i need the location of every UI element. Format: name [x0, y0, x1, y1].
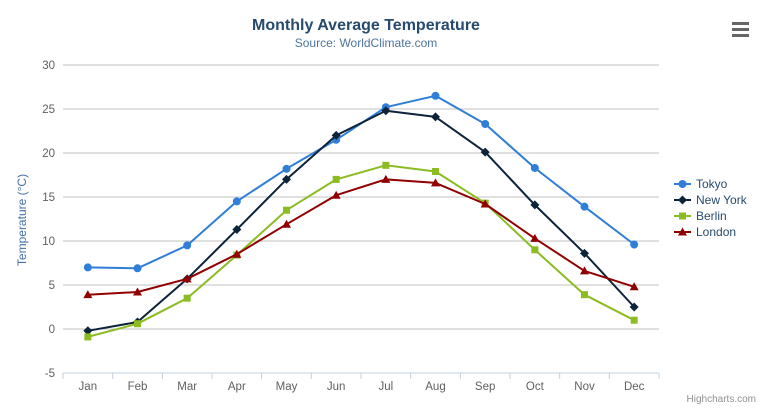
data-point-marker	[183, 294, 191, 302]
series-plot	[83, 91, 639, 341]
gridlines	[63, 64, 659, 330]
y-axis-label: 5	[49, 280, 55, 292]
y-axis-label: 10	[42, 236, 55, 248]
data-point-marker	[481, 119, 490, 128]
series-line	[86, 178, 636, 296]
x-axis-label: Aug	[425, 381, 445, 393]
data-point-marker	[232, 249, 242, 258]
y-axis-label: -5	[45, 368, 55, 380]
data-point-marker	[580, 248, 589, 258]
legend-marker	[678, 180, 687, 188]
data-point-marker	[182, 274, 192, 283]
data-point-marker	[331, 190, 341, 199]
data-point-marker	[431, 178, 440, 187]
y-axis-label: 0	[49, 324, 55, 336]
legend-item-new-york[interactable]: New York	[674, 193, 748, 207]
data-point-marker	[630, 316, 638, 324]
x-axis-label: Jun	[327, 381, 346, 393]
legend-marker	[678, 195, 687, 205]
y-axis-label: 20	[42, 148, 55, 160]
data-point-marker	[431, 112, 440, 122]
data-point-marker	[531, 246, 539, 254]
data-point-marker	[480, 199, 490, 208]
x-axis-label: Nov	[574, 381, 595, 393]
data-point-marker	[332, 175, 340, 183]
data-point-marker	[580, 266, 589, 275]
credits-link[interactable]: Highcharts.com	[687, 394, 756, 405]
series-tokyo	[83, 91, 639, 273]
data-point-marker	[283, 206, 290, 214]
chart-subtitle: Source: WorldClimate.com	[295, 36, 438, 50]
data-point-marker	[84, 333, 92, 341]
data-point-marker	[432, 167, 439, 175]
x-axis-label: Jul	[378, 381, 393, 393]
legend-label[interactable]: London	[696, 225, 736, 239]
legend-marker	[679, 212, 686, 220]
series-line	[86, 94, 636, 270]
data-point-marker	[282, 219, 291, 228]
data-point-marker	[630, 240, 639, 249]
x-axis-label: Feb	[128, 381, 148, 393]
data-point-marker	[530, 200, 540, 210]
legend-label[interactable]: Tokyo	[696, 177, 728, 191]
legend-item-tokyo[interactable]: Tokyo	[674, 177, 728, 191]
data-point-marker	[629, 282, 639, 291]
y-axis-labels: -5 0 5 10 15 20 25 30	[42, 60, 55, 380]
hamburger-icon	[732, 22, 749, 37]
data-point-marker	[83, 326, 93, 336]
data-point-marker	[381, 106, 391, 116]
data-point-marker	[83, 290, 93, 299]
series-london	[83, 174, 639, 299]
data-point-marker	[134, 320, 141, 328]
legend-label[interactable]: Berlin	[696, 209, 727, 223]
x-axis-label: Dec	[624, 381, 645, 393]
data-point-marker	[530, 233, 540, 242]
data-point-marker	[580, 202, 589, 211]
context-menu-button[interactable]	[728, 18, 754, 40]
legend: Tokyo New York Berlin London	[674, 177, 748, 239]
x-axis-label: Apr	[228, 381, 246, 393]
chart-title: Monthly Average Temperature	[252, 17, 480, 34]
y-axis-title: Temperature (°C)	[15, 174, 29, 266]
series-line	[86, 164, 636, 338]
x-axis: Jan Feb Mar Apr May Jun Jul Aug Sep Oct Nov Dec	[62, 372, 660, 393]
data-point-marker	[232, 197, 241, 206]
data-point-marker	[133, 264, 142, 273]
data-point-marker	[629, 302, 639, 312]
legend-label[interactable]: New York	[696, 193, 748, 207]
x-axis-label: Jan	[79, 381, 98, 393]
data-point-marker	[331, 130, 341, 140]
data-point-marker	[431, 91, 440, 100]
data-point-marker	[382, 161, 390, 169]
data-point-marker	[282, 164, 291, 173]
x-axis-label: Oct	[526, 381, 545, 393]
data-point-marker	[530, 163, 539, 172]
legend-item-berlin[interactable]: Berlin	[674, 209, 727, 223]
data-point-marker	[480, 147, 490, 157]
x-axis-label: Mar	[177, 381, 197, 393]
y-axis-label: 30	[42, 60, 55, 72]
data-point-marker	[282, 174, 291, 184]
y-axis-label: 15	[42, 192, 55, 204]
series-new-york	[83, 106, 639, 336]
y-axis-label: 25	[42, 104, 55, 116]
data-point-marker	[581, 291, 588, 299]
x-axis-label: Sep	[475, 381, 495, 393]
data-point-marker	[232, 225, 242, 235]
legend-marker	[678, 227, 687, 236]
legend-item-london[interactable]: London	[674, 225, 736, 239]
series-line	[86, 109, 636, 332]
x-axis-label: May	[276, 381, 298, 393]
data-point-marker	[133, 287, 142, 296]
data-point-marker	[381, 174, 391, 183]
data-point-marker	[183, 241, 192, 250]
data-point-marker	[83, 263, 92, 272]
